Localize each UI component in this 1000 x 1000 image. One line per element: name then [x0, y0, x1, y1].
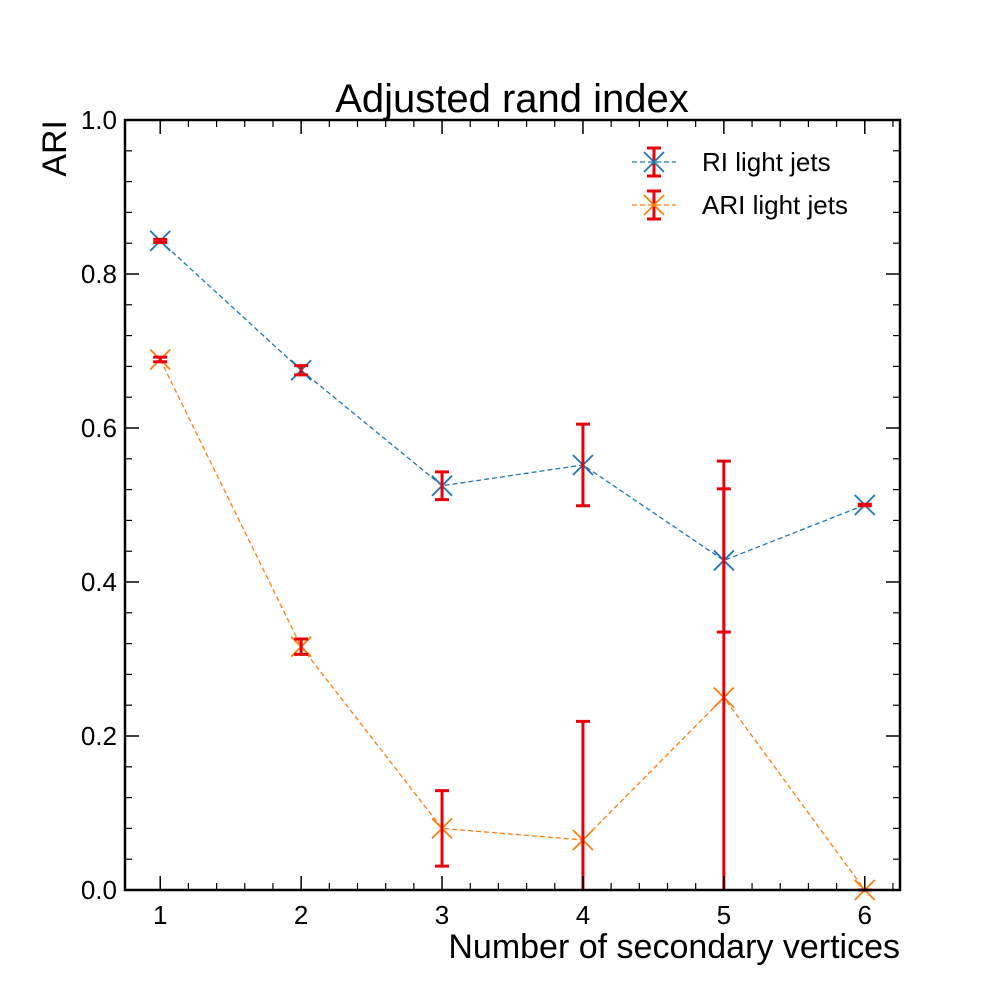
marker-stroke [643, 194, 665, 216]
x-tick-label: 4 [576, 900, 590, 930]
y-tick-label: 1.0 [81, 105, 117, 135]
error-bar [575, 719, 590, 890]
error-bar [575, 422, 590, 508]
legend-label: ARI light jets [702, 190, 848, 220]
legend: RI light jets ARI light jets [632, 146, 848, 221]
legend-entry: ARI light jets [632, 189, 848, 221]
legend-entry: RI light jets [632, 146, 831, 178]
x-tick-label: 1 [153, 900, 167, 930]
plot-area [149, 230, 876, 901]
y-axis-label: ARI [36, 120, 74, 177]
error-bar [153, 355, 168, 364]
x-tick-label: 5 [717, 900, 731, 930]
x-tick-label: 2 [294, 900, 308, 930]
plot-frame [123, 118, 902, 892]
marker-stroke [643, 151, 665, 173]
x-tick-label: 6 [858, 900, 872, 930]
series-line-1 [159, 359, 866, 891]
legend-label: RI light jets [702, 147, 831, 177]
x-axis-label: Number of secondary vertices [448, 928, 900, 966]
y-tick-label: 0.6 [81, 413, 117, 443]
error-bar [716, 459, 731, 890]
y-tick-label: 0.2 [81, 721, 117, 751]
error-bar [435, 470, 450, 502]
x-tick-label: 3 [435, 900, 449, 930]
legend-marker [643, 194, 665, 216]
error-bar [857, 502, 872, 508]
y-tick-label: 0.8 [81, 259, 117, 289]
series-line-0 [159, 240, 866, 562]
error-bar [153, 237, 168, 244]
legend-marker [643, 151, 665, 173]
chart-title: Adjusted rand index [335, 77, 689, 121]
error-bar [435, 789, 450, 868]
axis-ticks: 1 2 3 4 5 6 0.0 0.2 0.4 0.6 0.8 1.0 [81, 105, 900, 930]
y-tick-label: 0.0 [81, 875, 117, 905]
error-bar [294, 637, 309, 656]
y-tick-label: 0.4 [81, 567, 117, 597]
error-bar [294, 364, 309, 377]
